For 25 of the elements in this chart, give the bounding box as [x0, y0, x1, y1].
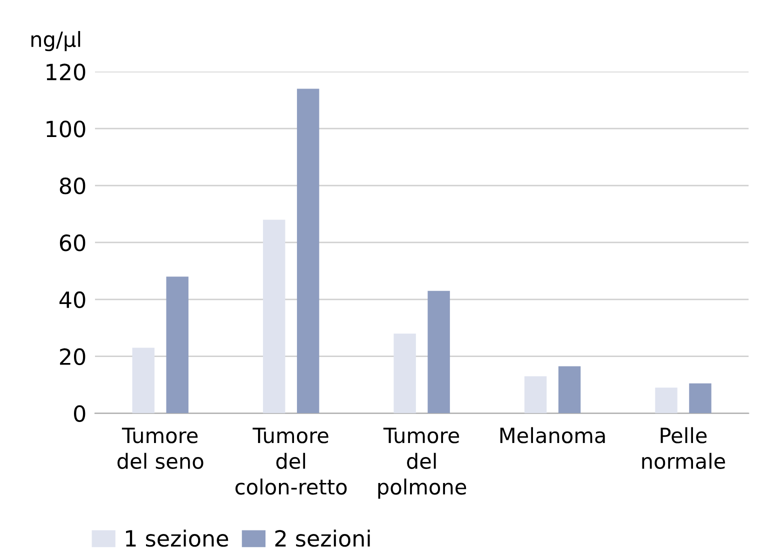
bar: [689, 383, 712, 414]
bar: [428, 290, 450, 414]
y-tick-label: 120: [46, 64, 86, 80]
bar: [132, 348, 154, 414]
y-axis-title: ng/µl: [31, 31, 80, 52]
x-tick-label: Tumore del polmone: [378, 428, 466, 499]
x-tick-label: Pelle normale: [642, 427, 726, 469]
y-tick-label: 40: [59, 291, 86, 308]
y-tick-label: 80: [60, 177, 86, 194]
y-tick-label: 0: [74, 405, 86, 422]
legend-label: 1 sezione: [126, 530, 228, 547]
bar: [262, 220, 286, 414]
legend-label: 2 sezioni: [275, 530, 370, 547]
x-tick-label: Melanoma: [500, 427, 605, 444]
bar: [166, 276, 188, 414]
x-tick-label: Tumore del colon-retto: [236, 428, 347, 495]
bar: [655, 388, 678, 414]
y-tick-label: 20: [60, 348, 86, 366]
x-tick-label: Tumore del seno: [117, 428, 204, 469]
bar: [394, 334, 416, 414]
y-tick-label: 100: [46, 120, 86, 138]
bar: [558, 366, 581, 414]
bar: [524, 376, 547, 414]
y-tick-label: 60: [60, 234, 86, 252]
bar: [296, 88, 320, 414]
